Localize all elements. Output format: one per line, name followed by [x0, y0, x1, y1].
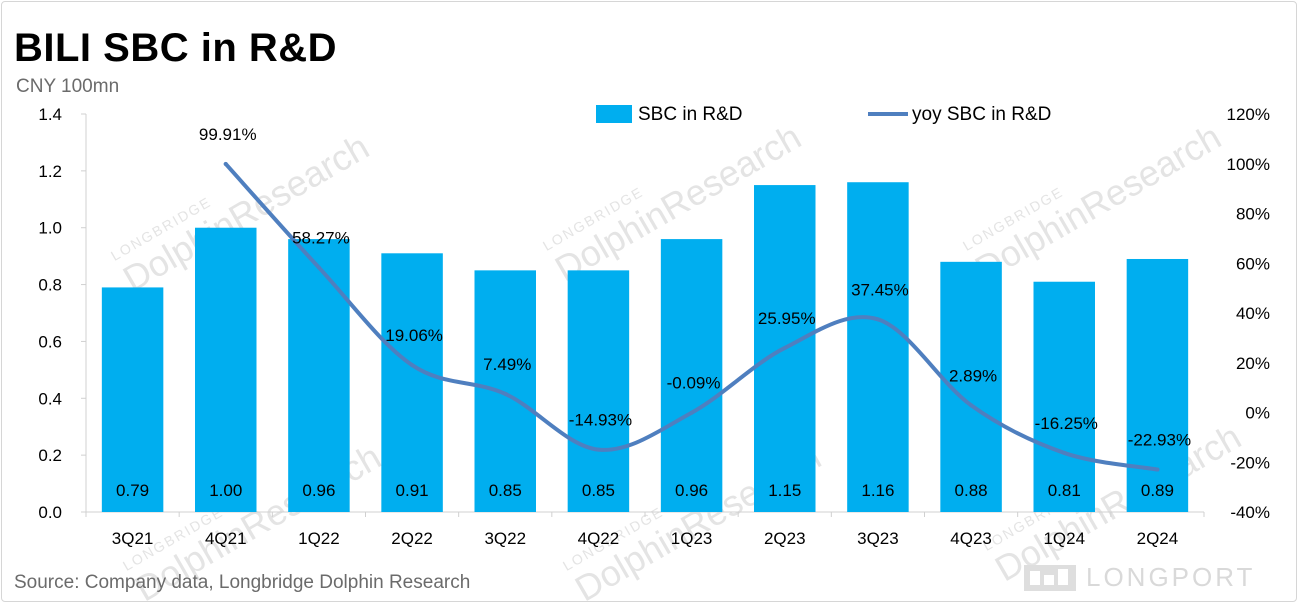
bar-3Q21	[101, 287, 164, 512]
bar-value-label: 0.85	[489, 481, 522, 500]
yoy-point-3Q22	[503, 391, 508, 396]
yoy-value-label: -16.25%	[1035, 414, 1098, 433]
x-tick-label: 3Q21	[112, 529, 154, 548]
yoy-point-4Q21	[223, 161, 228, 166]
yoy-value-label: 19.06%	[385, 326, 443, 345]
bar-value-label: 0.88	[955, 481, 988, 500]
yoy-value-label: 58.27%	[292, 229, 350, 248]
bar-value-label: 0.81	[1048, 481, 1081, 500]
chart-title: BILI SBC in R&D	[14, 26, 338, 70]
right-tick-label: 80%	[1236, 205, 1270, 224]
yoy-point-2Q22	[410, 363, 415, 368]
yoy-point-1Q22	[316, 265, 321, 270]
bar-value-label: 1.15	[768, 481, 801, 500]
left-tick-label: 0.8	[38, 276, 62, 295]
yoy-value-label: 2.89%	[949, 366, 997, 385]
yoy-value-label: 37.45%	[851, 280, 909, 299]
x-tick-label: 2Q22	[391, 529, 433, 548]
right-tick-label: -20%	[1230, 453, 1270, 472]
bar-3Q23	[847, 182, 909, 512]
right-tick-label: 120%	[1227, 105, 1270, 124]
left-tick-label: 0.2	[38, 446, 62, 465]
x-tick-label: 2Q24	[1137, 529, 1179, 548]
x-tick-label: 4Q22	[578, 529, 620, 548]
bar-4Q21	[195, 227, 257, 512]
legend-label-bar: SBC in R&D	[638, 104, 743, 125]
yoy-point-3Q23	[875, 317, 880, 322]
yoy-value-label: 25.95%	[758, 309, 816, 328]
x-tick-label: 4Q21	[205, 529, 247, 548]
legend-swatch-bar	[596, 105, 632, 123]
yoy-point-2Q23	[782, 345, 787, 350]
brand-mark-icon	[1024, 564, 1076, 591]
bar-value-label: 1.16	[861, 481, 894, 500]
yoy-point-1Q24	[1062, 450, 1067, 455]
brand-logo: LONGPORT	[1024, 562, 1255, 593]
source-note: Source: Company data, Longbridge Dolphin…	[14, 572, 471, 593]
left-tick-label: 1.0	[38, 219, 62, 238]
yoy-value-label: -22.93%	[1128, 431, 1191, 450]
x-tick-label: 3Q23	[857, 529, 899, 548]
left-tick-label: 0.6	[38, 332, 62, 351]
right-tick-label: 40%	[1236, 304, 1270, 323]
yoy-value-label: -14.93%	[569, 411, 632, 430]
yoy-value-label: -0.09%	[667, 374, 721, 393]
brand-text: LONGPORT	[1086, 562, 1256, 592]
x-tick-label: 2Q23	[764, 529, 806, 548]
yoy-point-2Q24	[1155, 467, 1160, 472]
x-tick-label: 1Q23	[671, 529, 713, 548]
bar-value-label: 0.96	[302, 481, 335, 500]
right-tick-label: -40%	[1230, 503, 1270, 522]
bar-4Q22	[567, 270, 630, 512]
x-tick-label: 3Q22	[484, 529, 526, 548]
yoy-value-label: 99.91%	[199, 125, 257, 144]
bar-3Q22	[474, 270, 536, 512]
yoy-point-4Q22	[596, 447, 601, 452]
legend-label-line: yoy SBC in R&D	[912, 104, 1051, 125]
x-tick-label: 4Q23	[950, 529, 992, 548]
bar-value-label: 0.79	[116, 481, 149, 500]
x-tick-label: 1Q24	[1043, 529, 1085, 548]
bar-value-label: 0.89	[1141, 481, 1174, 500]
bar-value-label: 0.91	[396, 481, 429, 500]
x-tick-label: 1Q22	[298, 529, 340, 548]
bar-1Q23	[660, 239, 723, 513]
bar-2Q22	[381, 253, 443, 513]
left-tick-label: 1.2	[38, 162, 62, 181]
right-tick-label: 60%	[1236, 254, 1270, 273]
right-tick-label: 0%	[1245, 404, 1270, 423]
bar-1Q22	[288, 239, 350, 513]
unit-label: CNY 100mn	[16, 76, 120, 97]
yoy-value-label: 7.49%	[483, 355, 531, 374]
yoy-point-4Q23	[969, 403, 974, 408]
bar-value-label: 0.85	[582, 481, 615, 500]
bar-value-label: 0.96	[675, 481, 708, 500]
bar-1Q24	[1033, 281, 1095, 512]
bar-2Q24	[1126, 258, 1189, 512]
right-tick-label: 20%	[1236, 354, 1270, 373]
left-tick-label: 0.0	[38, 503, 62, 522]
left-tick-label: 0.4	[38, 389, 62, 408]
yoy-point-1Q23	[689, 410, 694, 415]
bar-value-label: 1.00	[209, 481, 242, 500]
right-tick-label: 100%	[1227, 155, 1270, 174]
left-tick-label: 1.4	[38, 105, 62, 124]
